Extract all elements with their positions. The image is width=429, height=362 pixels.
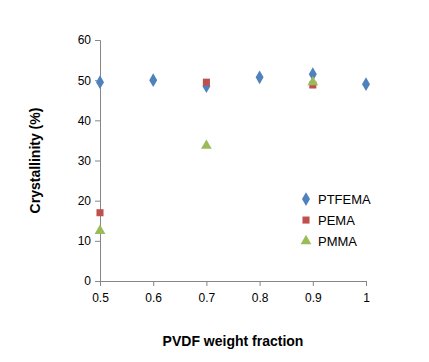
point — [362, 77, 370, 91]
chart: 0.50.60.70.80.910102030405060PVDF weight… — [0, 0, 429, 362]
x-tick-mark — [366, 281, 367, 286]
y-tick: 60 — [78, 33, 100, 47]
y-tick-mark — [95, 40, 100, 41]
y-tick: 10 — [78, 234, 100, 248]
legend-label: PMMA — [318, 234, 357, 249]
legend-marker — [301, 235, 312, 244]
y-tick-label: 0 — [84, 274, 91, 288]
x-tick-label: 0.8 — [252, 291, 269, 305]
x-tick-mark — [153, 281, 154, 286]
x-axis: 0.5 0.6 0.7 0.8 0.9 1 — [92, 281, 370, 305]
x-tick: 0.5 — [92, 281, 109, 305]
y-tick-label: 10 — [78, 234, 92, 248]
x-axis-line — [101, 282, 367, 287]
x-tick-mark — [206, 281, 207, 286]
legend: PTFEMA PEMA PMMA — [301, 192, 371, 249]
y-tick-mark — [95, 281, 100, 282]
point — [95, 225, 106, 234]
point — [96, 209, 103, 216]
y-tick: 40 — [78, 114, 100, 128]
x-tick: 0.9 — [305, 281, 322, 305]
y-tick: 50 — [78, 74, 100, 88]
y-tick: 30 — [78, 154, 100, 168]
y-axis-title: Crystallinity (%) — [27, 108, 43, 214]
y-tick-mark — [95, 241, 100, 242]
x-tick-mark — [313, 281, 314, 286]
point — [203, 79, 210, 86]
y-tick-mark — [95, 120, 100, 121]
y-tick: 20 — [78, 194, 100, 208]
x-tick: 0.8 — [252, 281, 269, 305]
point — [201, 139, 212, 148]
series — [96, 79, 316, 217]
point — [256, 70, 264, 84]
legend-marker — [302, 217, 309, 224]
y-tick-label: 40 — [78, 114, 92, 128]
x-tick-label: 1 — [363, 291, 370, 305]
plot-area — [95, 67, 370, 234]
point — [202, 79, 210, 93]
point — [307, 76, 318, 85]
x-axis-title: PVDF weight fraction — [163, 333, 304, 349]
series — [95, 76, 319, 234]
x-tick: 1 — [363, 281, 370, 305]
x-tick-label: 0.5 — [92, 291, 109, 305]
y-tick-label: 20 — [78, 194, 92, 208]
y-tick-mark — [95, 161, 100, 162]
legend-label: PTFEMA — [318, 192, 371, 207]
series — [96, 67, 370, 93]
x-tick-label: 0.9 — [305, 291, 322, 305]
point — [96, 75, 104, 89]
legend-label: PEMA — [318, 213, 355, 228]
x-tick: 0.6 — [145, 281, 162, 305]
y-tick-label: 60 — [78, 33, 92, 47]
x-tick-mark — [260, 281, 261, 286]
y-tick-mark — [95, 201, 100, 202]
y-tick: 0 — [84, 274, 100, 288]
x-tick: 0.7 — [199, 281, 216, 305]
point — [149, 73, 157, 87]
legend-marker — [302, 192, 310, 206]
y-tick-label: 50 — [78, 74, 92, 88]
y-axis: 0 10 20 30 40 50 60 — [78, 33, 101, 288]
x-tick-label: 0.6 — [145, 291, 162, 305]
x-tick-label: 0.7 — [199, 291, 216, 305]
y-tick-label: 30 — [78, 154, 92, 168]
